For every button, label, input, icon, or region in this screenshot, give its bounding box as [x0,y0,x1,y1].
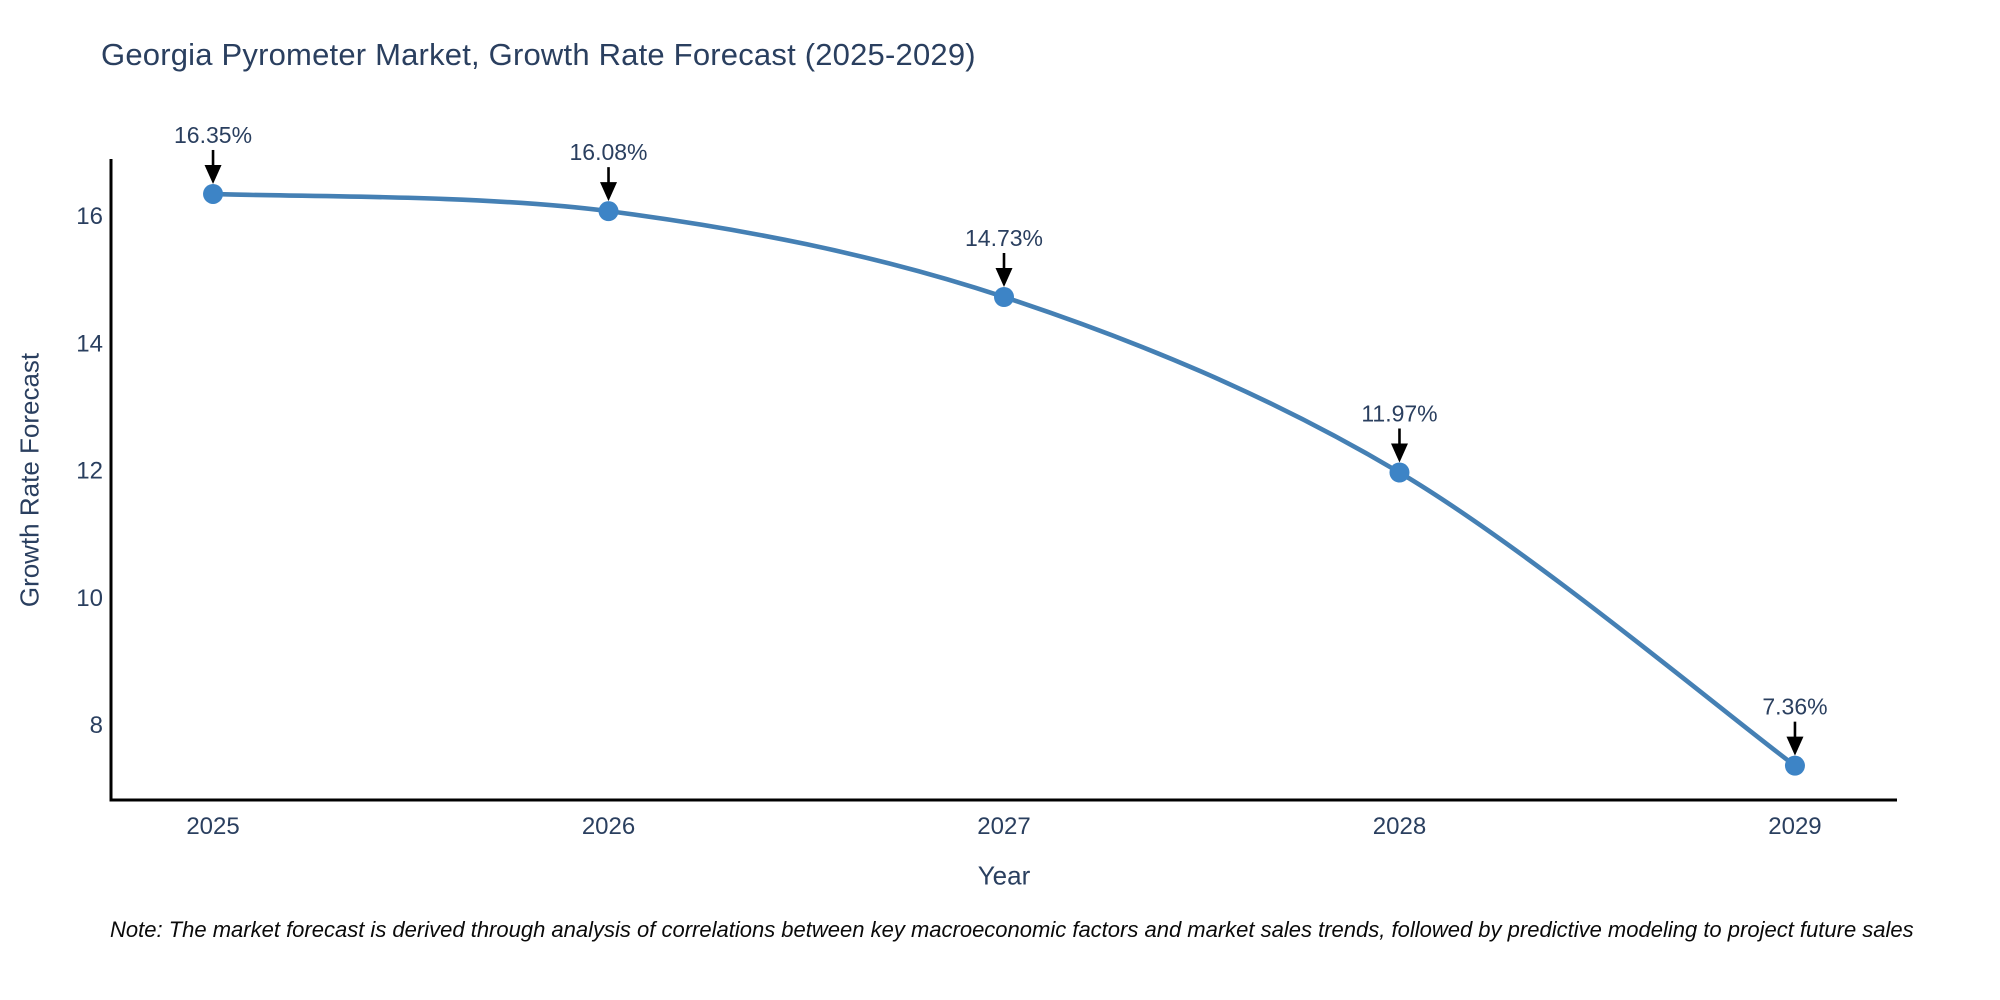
point-annotation-label: 16.35% [174,122,252,148]
chart-title: Georgia Pyrometer Market, Growth Rate Fo… [101,37,976,72]
x-tick-label: 2025 [186,813,239,840]
point-annotation: 16.08% [570,139,648,202]
point-annotation-label: 11.97% [1361,401,1437,427]
annotation-arrow-head [204,164,222,184]
data-point-marker [1389,462,1410,483]
y-tick-label: 14 [76,330,103,357]
y-tick-label: 8 [90,712,103,739]
annotation-arrow-head [600,182,618,202]
point-annotation-label: 16.08% [570,139,648,165]
point-annotation: 11.97% [1361,401,1438,463]
point-annotation: 16.35% [174,122,252,184]
y-tick-label: 16 [76,203,103,230]
footnote: Note: The market forecast is derived thr… [110,917,1914,942]
x-tick-label: 2028 [1373,813,1426,840]
y-tick-label: 12 [76,458,103,485]
point-annotation: 14.73% [965,225,1043,287]
annotation-arrow-head [1786,736,1804,756]
x-tick-label: 2029 [1768,813,1821,840]
y-axis-title: Growth Rate Forecast [14,352,45,608]
x-tick-label: 2027 [977,813,1030,840]
trend-line [210,191,1798,768]
annotation-arrow-head [1390,443,1408,463]
x-axis-title: Year [977,860,1031,891]
y-tick-label: 10 [76,585,103,612]
data-point-marker [203,183,224,204]
annotation-arrow-head [995,267,1013,287]
point-annotation-label: 7.36% [1762,694,1827,720]
data-point-marker [598,201,619,222]
x-tick-label: 2026 [582,813,635,840]
data-point-marker [1784,755,1805,776]
plot-area: 8 10 12 14 16 2025 2026 2027 2028 2029 16.35% 16.08… [76,122,1897,840]
point-annotation: 7.36% [1762,694,1828,756]
data-point-marker [994,286,1014,307]
point-annotation-label: 14.73% [965,225,1043,251]
